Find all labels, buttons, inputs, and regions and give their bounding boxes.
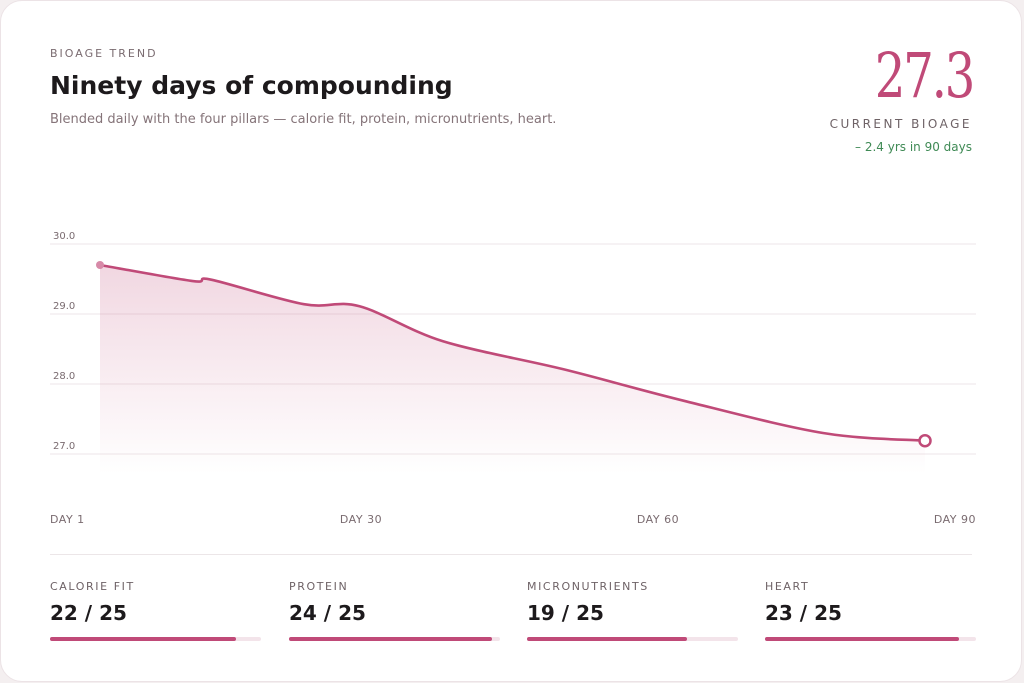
subtitle: Blended daily with the four pillars — ca… [50, 112, 557, 127]
pillar-score: 22 / 25 [50, 601, 127, 625]
progress-bar [50, 637, 261, 641]
pillar-score: 23 / 25 [765, 601, 842, 625]
current-bioage-value: 27.3 [874, 39, 976, 112]
pillar-label: PROTEIN [289, 580, 349, 593]
y-tick-label: 28.0 [53, 371, 75, 382]
pillar-micronutrients: MICRONUTRIENTS 19 / 25 [527, 580, 738, 641]
progress-bar [527, 637, 738, 641]
pillar-score: 24 / 25 [289, 601, 366, 625]
progress-fill [50, 637, 236, 641]
pillar-score: 19 / 25 [527, 601, 604, 625]
divider [50, 554, 972, 555]
eyebrow: BIOAGE TREND [50, 47, 158, 60]
pillar-protein: PROTEIN 24 / 25 [289, 580, 500, 641]
end-point [918, 433, 932, 448]
pillar-calorie-fit: CALORIE FIT 22 / 25 [50, 580, 261, 641]
bioage-delta: – 2.4 yrs in 90 days [855, 140, 972, 154]
progress-bar [765, 637, 976, 641]
x-tick-label: DAY 1 [50, 513, 85, 526]
progress-bar [289, 637, 500, 641]
x-tick-label: DAY 90 [934, 513, 976, 526]
y-tick-label: 29.0 [53, 301, 75, 312]
pillar-label: HEART [765, 580, 810, 593]
pillar-label: MICRONUTRIENTS [527, 580, 649, 593]
y-tick-label: 27.0 [53, 441, 75, 452]
progress-fill [527, 637, 688, 641]
pillar-label: CALORIE FIT [50, 580, 135, 593]
trend-line [98, 263, 927, 442]
x-tick-label: DAY 30 [340, 513, 382, 526]
pillar-heart: HEART 23 / 25 [765, 580, 976, 641]
page-title: Ninety days of compounding [50, 71, 453, 100]
area-fill [100, 265, 925, 474]
trend-chart: 30.0 29.0 28.0 27.0 DAY 1 DAY 30 DAY 60 DAY 90 [50, 231, 976, 526]
y-tick-label: 30.0 [53, 231, 75, 242]
progress-fill [289, 637, 492, 641]
current-bioage-label: CURRENT BIOAGE [829, 117, 972, 131]
x-tick-label: DAY 60 [637, 513, 679, 526]
progress-fill [765, 637, 960, 641]
start-point [96, 261, 104, 269]
